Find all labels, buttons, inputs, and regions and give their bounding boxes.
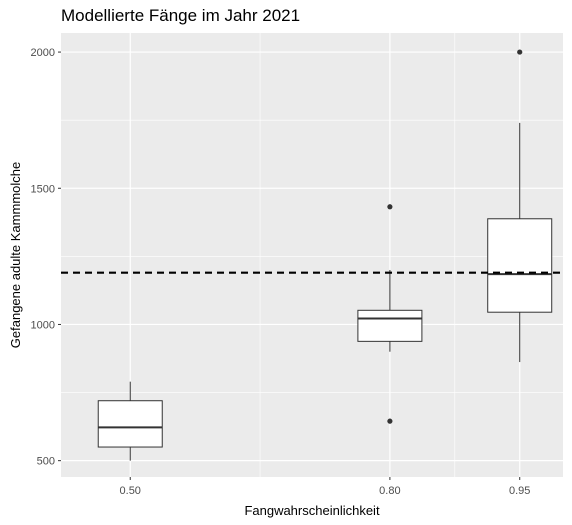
boxes bbox=[97, 49, 553, 461]
chart-title: Modellierte Fänge im Jahr 2021 bbox=[61, 6, 301, 25]
x-tick-label: 0.80 bbox=[379, 485, 400, 497]
box bbox=[97, 400, 163, 448]
box-group bbox=[357, 204, 423, 424]
grid-lines bbox=[61, 33, 563, 477]
x-axis-title: Fangwahrscheinlichkeit bbox=[244, 503, 380, 518]
x-tick-label: 0.50 bbox=[120, 485, 141, 497]
y-tick-label: 2000 bbox=[31, 47, 55, 59]
outlier-point bbox=[387, 204, 393, 210]
y-tick-label: 500 bbox=[37, 456, 55, 468]
x-tick-label: 0.95 bbox=[509, 485, 530, 497]
y-tick-label: 1000 bbox=[31, 319, 55, 331]
outlier-point bbox=[387, 418, 393, 424]
box-group bbox=[97, 381, 163, 461]
box bbox=[357, 309, 423, 342]
y-tick-label: 1500 bbox=[31, 183, 55, 195]
y-axis-title: Gefangene adulte Kammmolche bbox=[8, 162, 23, 348]
box bbox=[487, 218, 553, 313]
axes: 500 1000 1500 2000 0.50 0.80 0.95 bbox=[31, 47, 531, 497]
box-group bbox=[487, 49, 553, 363]
outlier-point bbox=[517, 49, 523, 55]
